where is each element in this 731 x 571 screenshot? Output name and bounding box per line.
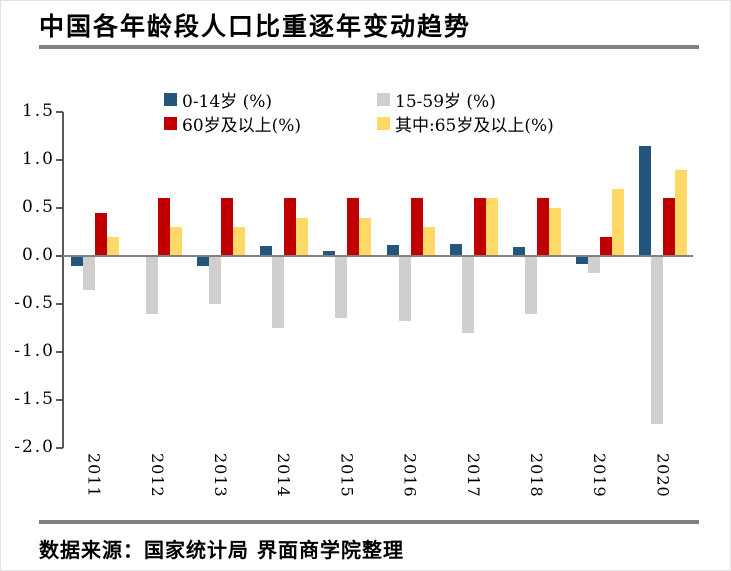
bar-2013-series3 bbox=[233, 227, 245, 256]
bar-2019-series3 bbox=[612, 188, 625, 256]
y-tick-mark bbox=[56, 159, 63, 161]
bar-2012-series1 bbox=[145, 256, 158, 314]
y-tick-label: 0.0 bbox=[21, 245, 55, 265]
x-tick-label: 2019 bbox=[590, 453, 610, 498]
bar-2018-series1 bbox=[525, 256, 537, 314]
x-tick-label: 2017 bbox=[463, 453, 483, 498]
bar-2015-series3 bbox=[359, 217, 372, 256]
legend-label: 60岁及以上(%) bbox=[182, 116, 302, 136]
x-tick-label: 2018 bbox=[527, 453, 546, 498]
bar-2012-series3 bbox=[169, 227, 182, 256]
y-tick-label: -2.0 bbox=[14, 437, 55, 457]
bar-2011-series0 bbox=[70, 256, 83, 266]
zero-baseline bbox=[63, 255, 693, 257]
bar-2020-series2 bbox=[663, 198, 676, 256]
legend-item: 15-59岁 (%) bbox=[377, 87, 496, 112]
y-tick-mark bbox=[56, 255, 63, 257]
bar-2013-series2 bbox=[221, 198, 233, 256]
bar-2016-series1 bbox=[398, 256, 411, 322]
footer-rule bbox=[39, 520, 699, 524]
bar-2016-series2 bbox=[410, 198, 423, 256]
bar-2013-series0 bbox=[197, 256, 209, 266]
bar-2017-series3 bbox=[485, 198, 498, 256]
bar-2020-series0 bbox=[639, 145, 652, 256]
legend-label: 15-59岁 (%) bbox=[395, 92, 496, 112]
bar-2014-series1 bbox=[272, 256, 285, 328]
y-tick-label: 1.0 bbox=[21, 149, 55, 169]
bar-2011-series1 bbox=[82, 256, 95, 290]
legend-label: 其中:65岁及以上(%) bbox=[395, 116, 554, 136]
y-tick-label: 0.5 bbox=[21, 197, 55, 217]
bar-2018-series0 bbox=[513, 247, 525, 256]
bar-2019-series2 bbox=[600, 236, 613, 256]
x-tick-label: 2015 bbox=[337, 453, 357, 498]
legend-swatch bbox=[164, 93, 177, 106]
y-axis-line bbox=[62, 112, 64, 448]
y-tick-label: -1.0 bbox=[14, 341, 55, 361]
bar-2018-series3 bbox=[549, 208, 561, 256]
bar-2012-series2 bbox=[157, 198, 170, 256]
legend-item: 0-14岁 (%) bbox=[164, 87, 272, 112]
y-tick-mark bbox=[56, 447, 63, 449]
legend-swatch bbox=[377, 93, 390, 106]
bar-2015-series1 bbox=[335, 256, 348, 319]
bar-2018-series2 bbox=[537, 198, 549, 256]
title-rule bbox=[39, 45, 699, 49]
chart-title: 中国各年龄段人口比重逐年变动趋势 bbox=[39, 12, 472, 41]
x-tick-label: 2013 bbox=[211, 453, 230, 498]
legend-swatch bbox=[377, 117, 390, 130]
bar-2014-series2 bbox=[284, 198, 297, 256]
x-tick-label: 2020 bbox=[653, 453, 673, 498]
bar-2011-series2 bbox=[94, 212, 107, 256]
x-tick-label: 2016 bbox=[400, 453, 420, 498]
y-tick-mark bbox=[56, 303, 63, 305]
bar-2013-series1 bbox=[209, 256, 221, 304]
legend-item: 其中:65岁及以上(%) bbox=[377, 111, 554, 136]
y-tick-mark bbox=[56, 111, 63, 113]
y-tick-label: 1.5 bbox=[21, 101, 55, 121]
bar-2015-series2 bbox=[347, 198, 360, 256]
bar-2011-series3 bbox=[106, 236, 119, 256]
legend-label: 0-14岁 (%) bbox=[182, 92, 273, 112]
bar-2017-series1 bbox=[461, 256, 474, 333]
bar-2020-series3 bbox=[675, 169, 688, 256]
legend-item: 60岁及以上(%) bbox=[164, 111, 301, 136]
bar-2016-series0 bbox=[386, 245, 399, 256]
y-tick-label: -0.5 bbox=[14, 293, 55, 313]
bar-2020-series1 bbox=[651, 256, 664, 424]
bar-2016-series3 bbox=[422, 227, 435, 256]
bar-2017-series2 bbox=[473, 198, 486, 256]
bar-2019-series1 bbox=[588, 256, 601, 274]
bar-2019-series0 bbox=[576, 256, 589, 264]
bar-2015-series0 bbox=[323, 251, 336, 256]
legend-swatch bbox=[164, 117, 177, 130]
x-tick-label: 2012 bbox=[147, 453, 167, 498]
data-source-text: 数据来源：国家统计局 界面商学院整理 bbox=[39, 538, 404, 562]
x-tick-label: 2014 bbox=[274, 453, 294, 498]
y-tick-mark bbox=[56, 351, 63, 353]
bar-2017-series0 bbox=[449, 243, 462, 256]
x-tick-label: 2011 bbox=[84, 453, 104, 498]
y-tick-mark bbox=[56, 399, 63, 401]
bar-2014-series0 bbox=[260, 246, 273, 256]
y-tick-mark bbox=[56, 207, 63, 209]
y-tick-label: -1.5 bbox=[14, 389, 55, 409]
bar-2014-series3 bbox=[296, 217, 309, 256]
